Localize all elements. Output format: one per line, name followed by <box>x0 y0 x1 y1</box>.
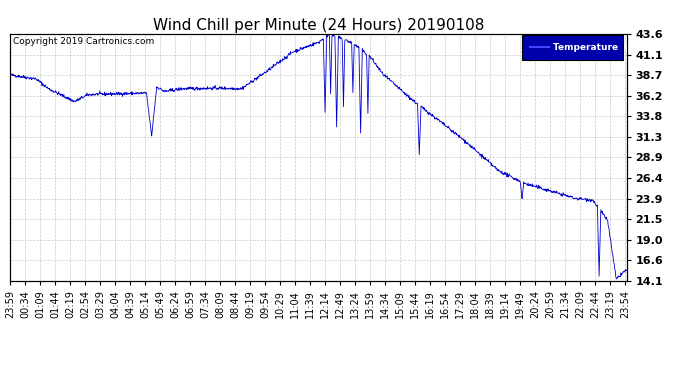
Text: Temperature  (°F): Temperature (°F) <box>553 43 643 52</box>
Title: Wind Chill per Minute (24 Hours) 20190108: Wind Chill per Minute (24 Hours) 2019010… <box>152 18 484 33</box>
Text: Copyright 2019 Cartronics.com: Copyright 2019 Cartronics.com <box>13 38 155 46</box>
FancyBboxPatch shape <box>522 35 624 60</box>
